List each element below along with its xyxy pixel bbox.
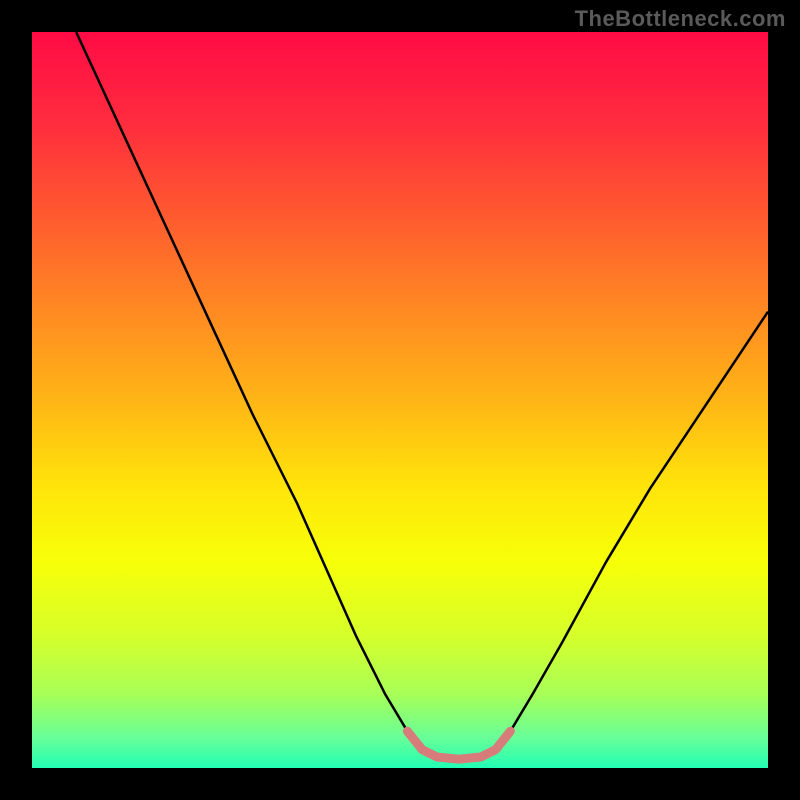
chart-background [32,32,768,768]
watermark-text: TheBottleneck.com [575,6,786,32]
chart-container [32,32,768,768]
bottleneck-curve-chart [32,32,768,768]
